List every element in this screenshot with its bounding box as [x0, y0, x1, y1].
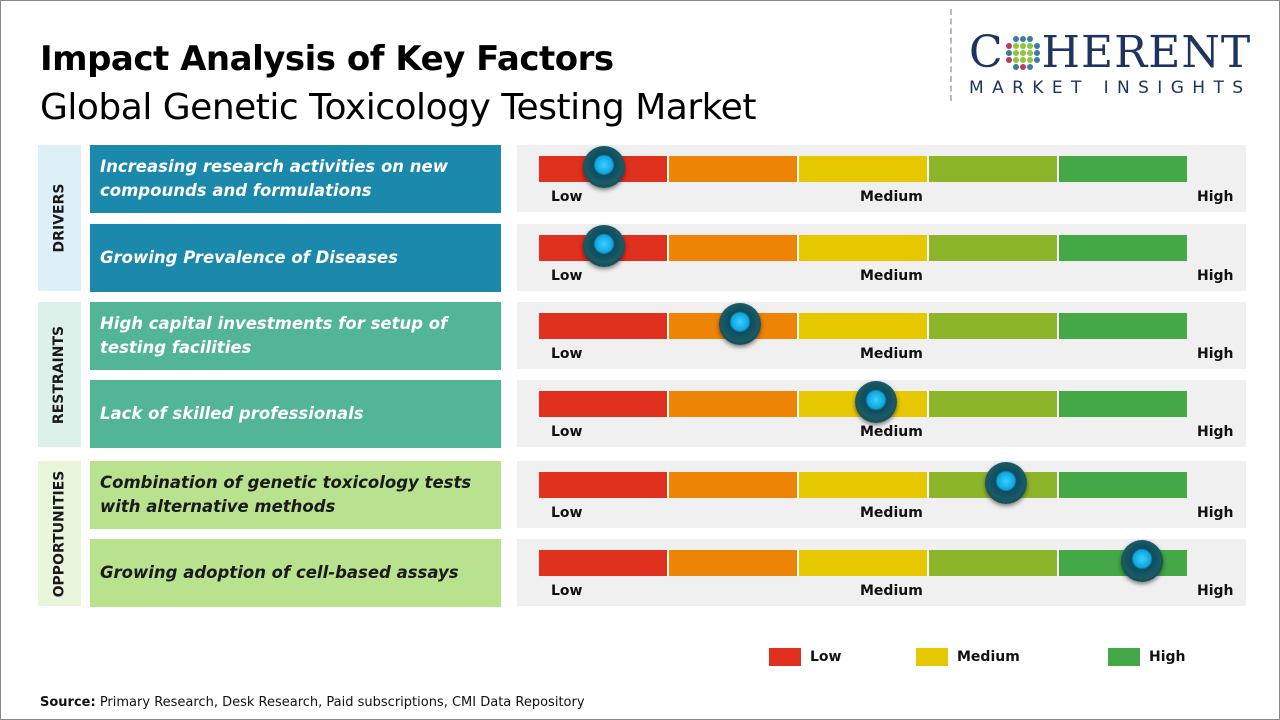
source-note: Source: Primary Research, Desk Research,…: [40, 695, 585, 710]
impact-marker: [984, 462, 1027, 504]
gauge-segment: [669, 235, 799, 261]
scale-high-label: High: [1197, 346, 1234, 362]
scale-medium-label: Medium: [860, 505, 923, 521]
impact-gauge: Low Medium High: [517, 461, 1246, 528]
factor-label: Combination of genetic toxicology tests …: [90, 461, 501, 529]
gauge-segment: [1059, 156, 1187, 182]
scale-medium-label: Medium: [860, 583, 923, 599]
legend-swatch: [916, 648, 948, 666]
scale-low-label: Low: [551, 189, 583, 205]
gauge-segment: [539, 313, 669, 339]
gauge-segment: [799, 235, 929, 261]
logo-text: HERENT: [1041, 27, 1252, 78]
gauge-segment: [669, 391, 799, 417]
scale-medium-label: Medium: [860, 424, 923, 440]
legend-item: Medium: [916, 648, 1020, 666]
legend-swatch: [769, 648, 801, 666]
scale-medium-label: Medium: [860, 346, 923, 362]
gauge-bar: [539, 156, 1187, 182]
source-text: Primary Research, Desk Research, Paid su…: [95, 695, 585, 710]
factor-label: Increasing research activities on new co…: [90, 145, 501, 213]
gauge-segment: [1059, 472, 1187, 498]
category-label: RESTRAINTS: [51, 325, 68, 424]
scale-high-label: High: [1197, 424, 1234, 440]
gauge-bar: [539, 472, 1187, 498]
category-label: DRIVERS: [51, 183, 68, 253]
gauge-segment: [1059, 235, 1187, 261]
factor-label: Growing adoption of cell-based assays: [90, 539, 501, 607]
scale-medium-label: Medium: [860, 189, 923, 205]
category-opportunities: OPPORTUNITIES: [38, 461, 81, 606]
category-restraints: RESTRAINTS: [38, 302, 81, 447]
category-label: OPPORTUNITIES: [51, 470, 68, 597]
legend-swatch: [1108, 648, 1140, 666]
gauge-bar: [539, 550, 1187, 576]
gauge-segment: [929, 235, 1059, 261]
gauge-segment: [799, 472, 929, 498]
legend-item: High: [1108, 648, 1186, 666]
gauge-segment: [929, 313, 1059, 339]
impact-marker: [582, 146, 625, 188]
impact-marker: [1120, 540, 1163, 582]
factor-label: Lack of skilled professionals: [90, 380, 501, 448]
scale-high-label: High: [1197, 505, 1234, 521]
legend-label: Low: [810, 649, 842, 665]
page-subtitle: Global Genetic Toxicology Testing Market: [40, 87, 756, 128]
legend-item: Low: [769, 648, 841, 666]
factor-label: Growing Prevalence of Diseases: [90, 224, 501, 292]
page-title: Impact Analysis of Key Factors: [40, 39, 614, 79]
impact-marker: [582, 225, 625, 267]
gauge-bar: [539, 235, 1187, 261]
globe-icon: [1005, 36, 1040, 70]
scale-low-label: Low: [551, 505, 583, 521]
gauge-segment: [1059, 391, 1187, 417]
gauge-segment: [799, 156, 929, 182]
impact-gauge: Low Medium High: [517, 539, 1246, 606]
gauge-bar: [539, 313, 1187, 339]
scale-low-label: Low: [551, 424, 583, 440]
scale-low-label: Low: [551, 268, 583, 284]
gauge-segment: [929, 156, 1059, 182]
logo: C HERENT MARKET INSIGHTS: [969, 27, 1261, 99]
gauge-bar: [539, 391, 1187, 417]
gauge-segment: [799, 313, 929, 339]
scale-high-label: High: [1197, 268, 1234, 284]
impact-gauge: Low Medium High: [517, 302, 1246, 369]
gauge-segment: [539, 391, 669, 417]
gauge-segment: [539, 472, 669, 498]
factor-label: High capital investments for setup of te…: [90, 302, 501, 370]
category-drivers: DRIVERS: [38, 145, 81, 291]
gauge-segment: [669, 550, 799, 576]
gauge-segment: [1059, 313, 1187, 339]
gauge-segment: [669, 472, 799, 498]
divider: [950, 9, 952, 101]
legend-label: High: [1149, 649, 1186, 665]
scale-high-label: High: [1197, 583, 1234, 599]
gauge-segment: [669, 156, 799, 182]
legend-label: Medium: [957, 649, 1020, 665]
gauge-segment: [799, 550, 929, 576]
scale-low-label: Low: [551, 583, 583, 599]
scale-low-label: Low: [551, 346, 583, 362]
impact-marker: [854, 381, 897, 423]
scale-medium-label: Medium: [860, 268, 923, 284]
source-label: Source:: [40, 695, 96, 710]
impact-gauge: Low Medium High: [517, 224, 1246, 291]
logo-text: C: [969, 27, 1004, 78]
impact-gauge: Low Medium High: [517, 145, 1246, 212]
gauge-segment: [929, 550, 1059, 576]
gauge-segment: [539, 550, 669, 576]
impact-gauge: Low Medium High: [517, 380, 1246, 447]
gauge-segment: [929, 391, 1059, 417]
impact-marker: [718, 303, 761, 345]
scale-high-label: High: [1197, 189, 1234, 205]
logo-tagline: MARKET INSIGHTS: [969, 78, 1252, 98]
